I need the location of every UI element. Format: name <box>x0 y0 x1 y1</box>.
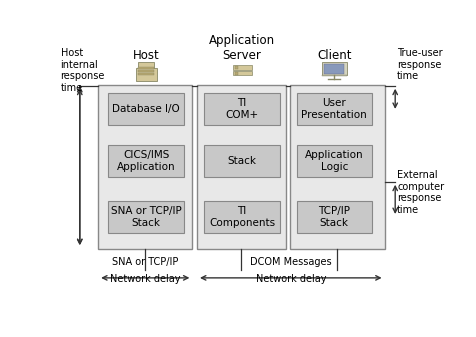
Bar <box>324 64 344 74</box>
Text: Client: Client <box>317 50 352 62</box>
Text: Stack: Stack <box>228 156 257 166</box>
Bar <box>204 145 280 177</box>
Bar <box>197 85 286 249</box>
Text: TCP/IP
Stack: TCP/IP Stack <box>318 206 350 228</box>
Text: Host
internal
response
time: Host internal response time <box>60 48 105 93</box>
Bar <box>138 62 154 68</box>
Bar <box>138 70 154 72</box>
Bar <box>322 62 347 75</box>
Bar <box>232 71 252 75</box>
Text: True-user
response
time: True-user response time <box>397 48 443 82</box>
Bar <box>235 72 238 75</box>
Bar <box>109 201 184 233</box>
Bar <box>204 93 280 125</box>
Text: Database I/O: Database I/O <box>112 104 180 114</box>
Bar <box>138 73 154 75</box>
Bar <box>232 65 252 70</box>
Text: Host: Host <box>133 50 159 62</box>
Text: User
Presentation: User Presentation <box>301 98 367 120</box>
Text: Application
Logic: Application Logic <box>305 150 364 172</box>
Text: TI
Components: TI Components <box>209 206 275 228</box>
Text: Network delay: Network delay <box>110 274 180 284</box>
Text: TI
COM+: TI COM+ <box>226 98 258 120</box>
Text: CICS/IMS
Application: CICS/IMS Application <box>117 150 176 172</box>
Text: SNA or TCP/IP
Stack: SNA or TCP/IP Stack <box>111 206 181 228</box>
Bar <box>297 201 372 233</box>
Bar <box>109 145 184 177</box>
Text: Network delay: Network delay <box>256 274 326 284</box>
Bar <box>136 68 157 81</box>
Bar <box>322 75 347 76</box>
Bar <box>290 85 385 249</box>
Bar <box>109 93 184 125</box>
Text: Application
Server: Application Server <box>209 34 275 62</box>
Bar <box>138 67 154 69</box>
Bar <box>297 93 372 125</box>
Text: SNA or TCP/IP: SNA or TCP/IP <box>112 257 178 268</box>
Bar <box>297 145 372 177</box>
Bar <box>98 85 192 249</box>
Text: External
computer
response
time: External computer response time <box>397 170 444 215</box>
Bar <box>204 201 280 233</box>
Text: DCOM Messages: DCOM Messages <box>250 257 332 268</box>
Bar <box>235 66 238 69</box>
